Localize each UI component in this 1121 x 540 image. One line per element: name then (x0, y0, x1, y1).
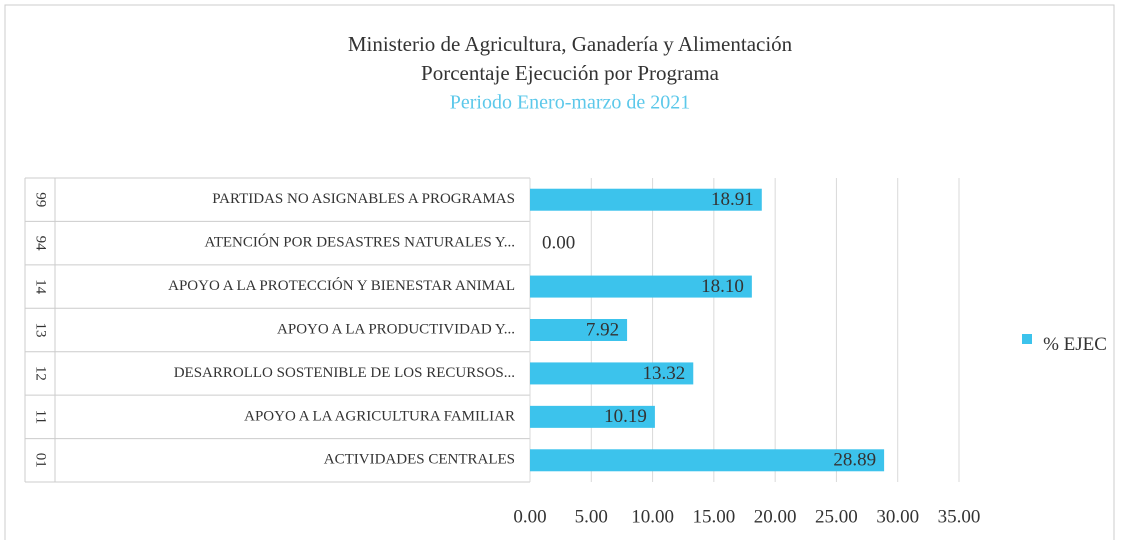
category-label: APOYO A LA PRODUCTIVIDAD Y... (277, 321, 515, 337)
category-code: 94 (33, 236, 49, 252)
category-code: 14 (33, 279, 49, 295)
value-label: 28.89 (833, 450, 876, 471)
bar (530, 319, 628, 341)
value-label: 18.91 (711, 189, 754, 210)
chart-subtitle: Porcentaje Ejecución por Programa (421, 61, 720, 85)
legend-label: % EJEC (1043, 334, 1107, 355)
category-label: APOYO A LA AGRICULTURA FAMILIAR (244, 408, 515, 424)
x-tick-label: 15.00 (692, 506, 735, 527)
x-tick-label: 20.00 (754, 506, 797, 527)
category-label: APOYO A LA PROTECCIÓN Y BIENESTAR ANIMAL (168, 277, 515, 294)
chart-title: Ministerio de Agricultura, Ganadería y A… (348, 32, 793, 56)
x-tick-label: 5.00 (575, 506, 608, 527)
chart-border (4, 4, 1115, 540)
category-code: 01 (33, 453, 49, 468)
category-label: ATENCIÓN POR DESASTRES NATURALES Y... (205, 234, 515, 251)
category-code: 99 (33, 192, 49, 207)
x-tick-label: 0.00 (513, 506, 546, 527)
category-label: ACTIVIDADES CENTRALES (324, 452, 515, 468)
category-code: 12 (33, 366, 49, 381)
bar (530, 275, 752, 298)
category-label: PARTIDAS NO ASIGNABLES A PROGRAMAS (212, 191, 515, 207)
category-label: DESARROLLO SOSTENIBLE DE LOS RECURSOS... (174, 365, 515, 381)
value-label: 7.92 (586, 319, 619, 340)
value-label: 10.19 (604, 406, 647, 427)
bar (530, 188, 762, 211)
chart-period: Periodo Enero-marzo de 2021 (450, 92, 690, 114)
bar (530, 449, 885, 472)
bar (530, 405, 655, 428)
x-tick-label: 35.00 (938, 506, 981, 527)
x-tick-label: 30.00 (876, 506, 919, 527)
value-label: 13.32 (643, 363, 686, 384)
category-code: 13 (33, 323, 49, 338)
x-tick-label: 10.00 (631, 506, 674, 527)
category-code: 11 (33, 410, 49, 424)
value-label: 0.00 (542, 233, 575, 254)
bar (530, 362, 694, 385)
legend-swatch (1022, 334, 1032, 344)
value-label: 18.10 (701, 276, 744, 297)
x-tick-label: 25.00 (815, 506, 858, 527)
